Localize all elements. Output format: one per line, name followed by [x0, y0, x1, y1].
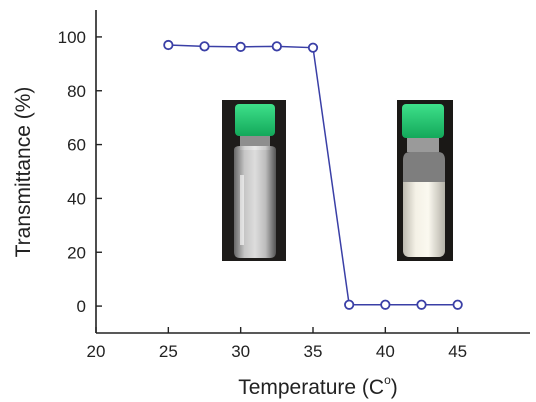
y-tick-label: 80 [67, 82, 86, 101]
y-axis-title: Transmittance (%) [12, 87, 35, 258]
y-ticks: 0 20 40 60 80 100 [58, 28, 102, 316]
x-axis-title: Temperature (Co) [238, 373, 398, 399]
data-point [307, 42, 319, 53]
x-tick-label: 25 [159, 342, 178, 361]
data-point [344, 299, 355, 310]
y-tick-label: 100 [58, 28, 86, 47]
y-tick-label: 60 [67, 136, 86, 155]
data-point [163, 39, 174, 51]
x-tick-label: 30 [231, 342, 250, 361]
y-tick-label: 40 [67, 189, 86, 208]
vial-photo-clear [222, 100, 286, 261]
x-tick-label: 35 [304, 342, 323, 361]
x-axis-title-degree: o [384, 373, 391, 387]
transmittance-markers [163, 39, 463, 310]
data-point [199, 41, 210, 52]
y-tick-label: 0 [77, 297, 86, 316]
y-tick-label: 20 [67, 243, 86, 262]
vial-cap-green [402, 104, 444, 138]
vial-photo-turbid [397, 100, 453, 261]
data-point [235, 41, 246, 52]
data-point [380, 299, 391, 310]
plot-axes [95, 10, 530, 334]
data-point [271, 41, 282, 52]
data-point [416, 299, 427, 310]
x-axis-title-main: Temperature (C [238, 376, 384, 399]
x-tick-label: 40 [376, 342, 395, 361]
x-tick-label: 45 [448, 342, 467, 361]
x-axis-title-close: ) [391, 376, 398, 399]
data-point [452, 299, 463, 310]
x-tick-label: 20 [87, 342, 106, 361]
vial-cap-green [235, 104, 275, 136]
x-ticks: 20 25 30 35 40 45 [87, 327, 467, 361]
